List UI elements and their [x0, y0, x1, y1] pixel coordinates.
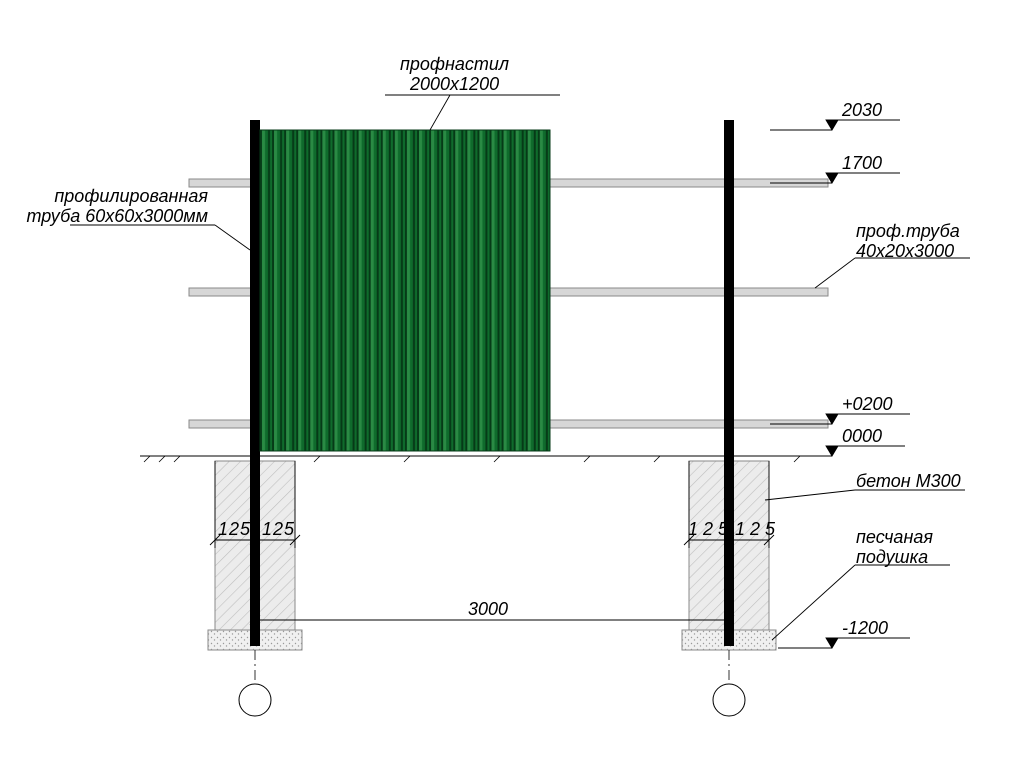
- post-right: [724, 120, 734, 646]
- label-post-2: труба 60х60х3000мм: [26, 207, 208, 227]
- diagram-canvas: профнастил 2000х1200 профилированная тру…: [0, 0, 1024, 768]
- label-sheet-2: 2000х1200: [410, 75, 499, 95]
- label-rail-2: 40х20х3000: [856, 242, 954, 262]
- label-sheet-1: профнастил: [400, 55, 509, 75]
- label-sand-2: подушка: [856, 548, 928, 568]
- axis-right: [713, 650, 745, 716]
- leader-rail: [815, 258, 970, 288]
- dim-fnd-right-a: 1 2 5: [688, 520, 728, 540]
- label-sand-1: песчаная: [856, 528, 933, 548]
- elev-0200: +0200: [842, 395, 893, 415]
- label-post-1: профилированная: [54, 187, 208, 207]
- dim-fnd-left-a: 125: [218, 520, 251, 540]
- elev-0000: 0000: [842, 427, 882, 447]
- dim-span-value: 3000: [468, 600, 508, 620]
- leader-post: [70, 225, 250, 250]
- dim-fnd-right-b: 1 2 5: [735, 520, 775, 540]
- elev-2030: 2030: [842, 101, 882, 121]
- elev-marks: [770, 120, 910, 648]
- prof-sheet: [260, 130, 550, 451]
- post-left: [250, 120, 260, 646]
- elev-m1200: -1200: [842, 619, 888, 639]
- elev-1700: 1700: [842, 154, 882, 174]
- dim-fnd-left-b: 125: [262, 520, 295, 540]
- axis-left: [239, 650, 271, 716]
- label-concrete: бетон М300: [856, 472, 961, 492]
- label-rail-1: проф.труба: [856, 222, 960, 242]
- leader-sheet: [385, 95, 560, 130]
